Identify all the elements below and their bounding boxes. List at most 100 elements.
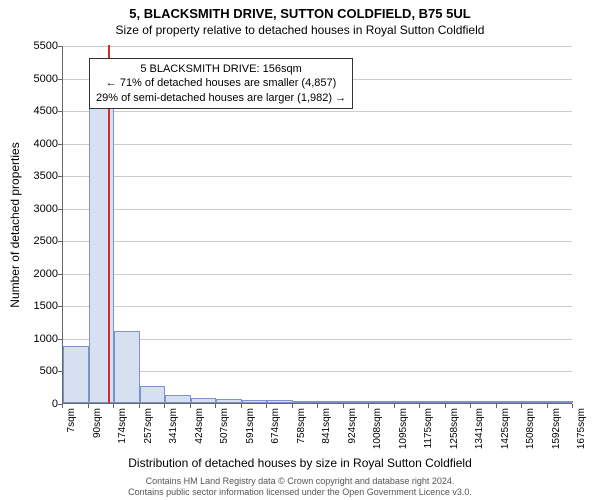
x-tick-mark — [139, 404, 140, 408]
histogram-bar — [548, 401, 574, 403]
histogram-bar — [471, 401, 497, 403]
x-tick-label: 1095sqm — [398, 408, 409, 449]
property-info-box: 5 BLACKSMITH DRIVE: 156sqm ← 71% of deta… — [89, 58, 353, 109]
x-tick-mark — [88, 404, 89, 408]
chart-subtitle: Size of property relative to detached ho… — [0, 21, 600, 37]
histogram-bar — [497, 401, 523, 403]
histogram-bar — [267, 400, 293, 403]
grid-line — [63, 176, 572, 177]
y-tick-label: 1500 — [18, 300, 58, 312]
grid-line — [63, 241, 572, 242]
x-tick-mark — [470, 404, 471, 408]
x-tick-label: 1425sqm — [500, 408, 511, 449]
chart-footer: Contains HM Land Registry data © Crown c… — [0, 476, 600, 498]
x-tick-label: 1341sqm — [474, 408, 485, 449]
y-tick-label: 2000 — [18, 268, 58, 280]
grid-line — [63, 111, 572, 112]
histogram-bar — [63, 346, 89, 403]
x-tick-label: 90sqm — [92, 408, 103, 438]
y-tick-label: 2500 — [18, 235, 58, 247]
x-tick-label: 1508sqm — [525, 408, 536, 449]
x-tick-mark — [394, 404, 395, 408]
info-line-1: 5 BLACKSMITH DRIVE: 156sqm — [96, 62, 346, 76]
x-tick-mark — [368, 404, 369, 408]
x-tick-label: 591sqm — [245, 408, 256, 444]
y-tick-mark — [58, 79, 62, 80]
histogram-bar — [216, 399, 242, 403]
y-axis-label: Number of detached properties — [8, 142, 22, 307]
x-tick-mark — [521, 404, 522, 408]
y-tick-label: 3500 — [18, 170, 58, 182]
y-tick-mark — [58, 306, 62, 307]
y-tick-label: 4000 — [18, 138, 58, 150]
x-tick-mark — [343, 404, 344, 408]
histogram-bar — [522, 401, 548, 403]
x-tick-label: 841sqm — [321, 408, 332, 444]
x-tick-mark — [419, 404, 420, 408]
x-tick-mark — [496, 404, 497, 408]
y-tick-mark — [58, 371, 62, 372]
x-tick-label: 174sqm — [117, 408, 128, 444]
histogram-bar — [344, 401, 370, 403]
histogram-bar — [395, 401, 421, 403]
x-tick-mark — [190, 404, 191, 408]
x-tick-label: 758sqm — [296, 408, 307, 444]
histogram-bar — [369, 401, 395, 403]
y-tick-label: 5500 — [18, 40, 58, 52]
grid-line — [63, 306, 572, 307]
x-tick-mark — [164, 404, 165, 408]
histogram-bar — [420, 401, 446, 403]
chart-plot-area: 5 BLACKSMITH DRIVE: 156sqm ← 71% of deta… — [62, 46, 572, 404]
y-tick-mark — [58, 144, 62, 145]
y-tick-mark — [58, 274, 62, 275]
x-tick-label: 1675sqm — [576, 408, 587, 449]
x-tick-label: 924sqm — [347, 408, 358, 444]
x-tick-label: 424sqm — [194, 408, 205, 444]
x-tick-mark — [215, 404, 216, 408]
y-tick-mark — [58, 339, 62, 340]
x-tick-label: 1258sqm — [449, 408, 460, 449]
y-tick-mark — [58, 46, 62, 47]
histogram-bar — [242, 400, 268, 403]
x-tick-mark — [62, 404, 63, 408]
y-tick-label: 3000 — [18, 203, 58, 215]
histogram-bar — [293, 401, 319, 403]
footer-line-2: Contains public sector information licen… — [0, 487, 600, 498]
x-tick-label: 257sqm — [143, 408, 154, 444]
y-tick-mark — [58, 111, 62, 112]
x-tick-label: 7sqm — [66, 408, 77, 432]
y-tick-label: 4500 — [18, 105, 58, 117]
histogram-bar — [140, 386, 166, 403]
x-tick-mark — [547, 404, 548, 408]
histogram-bar — [165, 395, 191, 403]
x-tick-mark — [292, 404, 293, 408]
x-tick-label: 1175sqm — [423, 408, 434, 448]
y-tick-mark — [58, 209, 62, 210]
y-tick-mark — [58, 241, 62, 242]
x-tick-label: 1008sqm — [372, 408, 383, 449]
y-tick-mark — [58, 176, 62, 177]
info-line-3: 29% of semi-detached houses are larger (… — [96, 91, 346, 105]
y-tick-label: 500 — [18, 365, 58, 377]
chart-title: 5, BLACKSMITH DRIVE, SUTTON COLDFIELD, B… — [0, 0, 600, 21]
x-tick-mark — [241, 404, 242, 408]
x-tick-mark — [266, 404, 267, 408]
x-tick-label: 341sqm — [168, 408, 179, 444]
x-tick-mark — [113, 404, 114, 408]
grid-line — [63, 46, 572, 47]
histogram-bar — [191, 398, 217, 403]
histogram-bar — [446, 401, 472, 403]
y-tick-label: 1000 — [18, 333, 58, 345]
histogram-bar — [318, 401, 344, 403]
x-tick-mark — [445, 404, 446, 408]
footer-line-1: Contains HM Land Registry data © Crown c… — [0, 476, 600, 487]
x-tick-mark — [572, 404, 573, 408]
x-axis-label: Distribution of detached houses by size … — [0, 456, 600, 470]
y-tick-label: 5000 — [18, 73, 58, 85]
x-tick-label: 507sqm — [219, 408, 230, 444]
histogram-bar — [114, 331, 140, 403]
grid-line — [63, 209, 572, 210]
grid-line — [63, 144, 572, 145]
x-tick-mark — [317, 404, 318, 408]
x-tick-label: 1592sqm — [551, 408, 562, 449]
